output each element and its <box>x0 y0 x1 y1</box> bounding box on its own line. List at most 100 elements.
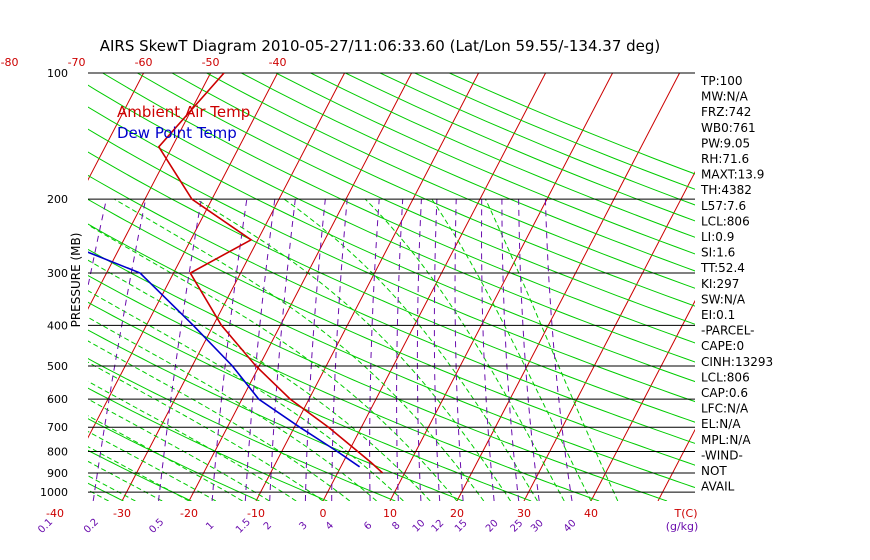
dry-adiabat <box>379 73 695 206</box>
index-item: TT:52.4 <box>700 261 745 275</box>
mixing-ratio-line <box>544 199 573 501</box>
index-item: FRZ:742 <box>701 105 751 119</box>
isotherm-line <box>0 73 77 501</box>
bottom-temp-tick-label: -40 <box>46 507 64 520</box>
series-lines <box>88 73 384 474</box>
mixing-ratio-tick-label: 30 <box>529 518 546 535</box>
y-axis-label: PRESSURE (MB) <box>69 233 83 328</box>
dry-adiabat <box>88 387 328 501</box>
dewpoint-temp-line <box>88 251 361 468</box>
dry-adiabat <box>206 73 695 289</box>
mixing-ratio-line <box>454 199 464 501</box>
dry-adiabat <box>88 274 600 501</box>
mixing-ratio-line <box>501 199 520 501</box>
mixing-ratio-tick-label: 25 <box>509 518 526 535</box>
mixing-ratio-tick-label: 3 <box>297 520 309 532</box>
index-item: CAP:0.6 <box>701 386 748 400</box>
mixing-ratio-tick-label: 4 <box>324 520 336 532</box>
mixing-ratio-tick-label: 8 <box>390 520 402 532</box>
dry-adiabat <box>88 198 695 466</box>
pressure-tick-label: 300 <box>47 267 68 280</box>
ambient-temp-line <box>157 73 384 474</box>
moist-adiabat <box>485 198 619 501</box>
mixing-ratio-line <box>269 199 296 501</box>
isobars <box>88 72 695 493</box>
moist-adiabat <box>88 340 351 501</box>
bottom-temp-tick-label: -20 <box>180 507 198 520</box>
mixing-ratio-tick-label: 12 <box>430 518 447 535</box>
mixing-ratio-tick-label: 40 <box>562 518 579 535</box>
dry-adiabat <box>171 73 695 307</box>
isotherm-line <box>88 73 212 310</box>
dry-adiabat <box>0 73 56 501</box>
moist-adiabat <box>88 224 458 501</box>
chart-title: AIRS SkewT Diagram 2010-05-27/11:06:33.6… <box>100 37 661 55</box>
pressure-tick-label: 900 <box>47 467 68 480</box>
top-temp-tick-label: -40 <box>269 56 287 69</box>
index-item: LCL:806 <box>701 370 750 384</box>
index-item: NOT <box>701 464 727 478</box>
mixing-ratio-line <box>369 199 380 501</box>
isotherm-line <box>657 428 695 501</box>
moist-adiabat <box>88 460 163 501</box>
moist-adiabat <box>88 316 377 501</box>
index-item: -PARCEL- <box>701 324 755 338</box>
dry-adiabat <box>88 174 695 444</box>
index-item: EL:N/A <box>701 417 741 431</box>
index-item: RH:71.6 <box>701 152 749 166</box>
top-temp-tick-label: -60 <box>135 56 153 69</box>
mixing-ratio-tick-label: 20 <box>484 518 501 535</box>
dry-adiabat <box>310 73 695 238</box>
isotherm-line <box>88 73 279 439</box>
moist-adiabat <box>88 430 217 501</box>
legend: Ambient Air Temp Dew Point Temp <box>117 103 250 142</box>
dry-adiabat <box>88 223 695 489</box>
mixing-ratio-line <box>304 199 326 501</box>
legend-dewpoint: Dew Point Temp <box>117 124 237 142</box>
bottom-temp-tick-label: 10 <box>383 507 397 520</box>
moist-adiabat <box>114 198 485 501</box>
pressure-tick-label: 1000 <box>40 486 68 499</box>
index-item: MAXT:13.9 <box>701 168 764 182</box>
isotherm-line <box>590 299 695 501</box>
mixing-ratio-tick-label: 2 <box>262 520 274 532</box>
moist-adiabat <box>364 198 565 501</box>
dry-adiabat <box>275 73 695 255</box>
pressure-tick-label: 800 <box>47 446 68 459</box>
moist-adiabat <box>195 198 512 501</box>
mixing-ratio-tick-label: 15 <box>453 518 470 535</box>
index-item: TP:100 <box>700 74 743 88</box>
moist-adiabat <box>88 380 297 501</box>
index-item: MPL:N/A <box>701 433 751 447</box>
moist-adiabat <box>283 198 538 501</box>
dry-adiabat <box>88 248 668 501</box>
mixing-ratio-line <box>331 199 348 501</box>
index-item: AVAIL <box>701 480 735 494</box>
moist-adiabat <box>88 398 270 501</box>
axis-labels: 1002003004005006007008009001000-120-110-… <box>1 56 699 536</box>
mixing-ratio-tick-label: 6 <box>362 520 374 532</box>
pressure-tick-label: 200 <box>47 193 68 206</box>
top-temp-tick-label: -80 <box>1 56 19 69</box>
index-item: EI:0.1 <box>701 308 735 322</box>
mixing-ratio-line <box>396 199 404 501</box>
mixing-ratio-line <box>480 199 495 501</box>
mixing-ratio-unit: (g/kg) <box>666 520 699 533</box>
index-item: LI:0.9 <box>701 230 734 244</box>
pressure-tick-label: 500 <box>47 360 68 373</box>
mixing-ratio-line <box>518 199 540 501</box>
index-item: KI:297 <box>701 277 739 291</box>
dry-adiabat <box>102 73 695 344</box>
dry-adiabat <box>88 106 695 383</box>
dry-adiabat <box>88 358 396 501</box>
dry-adiabat <box>241 73 695 272</box>
index-item: PW:9.05 <box>701 136 750 150</box>
isotherm-line <box>523 171 695 501</box>
bottom-temp-tick-label: -30 <box>113 507 131 520</box>
moist-adiabat <box>88 290 404 501</box>
index-item: TH:4382 <box>700 183 752 197</box>
dry-adiabat <box>88 418 260 501</box>
dry-adiabat <box>137 73 695 325</box>
index-item: L57:7.6 <box>701 199 746 213</box>
index-item: MW:N/A <box>701 90 749 104</box>
